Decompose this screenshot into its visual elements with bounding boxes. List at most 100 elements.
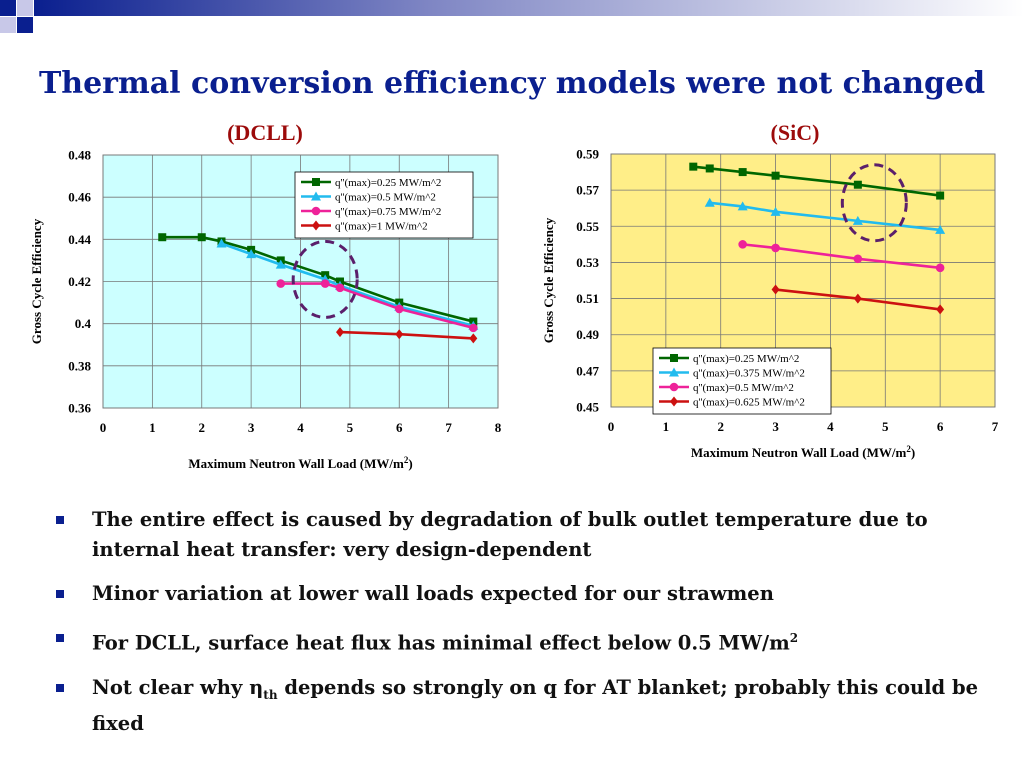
sic-data-point [737, 201, 748, 211]
sic-x-tick-label: 3 [772, 419, 779, 434]
dcll-legend-label: q''(max)=0.25 MW/m^2 [335, 177, 441, 189]
dcll-legend-marker [311, 206, 321, 216]
dcll-data-point [197, 233, 206, 242]
bullet-item: The entire effect is caused by degradati… [52, 505, 992, 565]
sic-data-point [770, 206, 781, 216]
eta-symbol: η [249, 675, 264, 699]
dcll-y-tick-label: 0.38 [68, 358, 91, 373]
bullet-marker-icon [56, 634, 64, 642]
sic-data-point [935, 224, 946, 234]
header-square [0, 17, 16, 33]
dcll-data-point [246, 249, 257, 259]
sic-data-point [771, 243, 780, 253]
sic-data-point [771, 284, 780, 295]
sic-data-point [936, 304, 945, 315]
bullet-item: Not clear why ηth depends so strongly on… [52, 673, 992, 740]
sic-y-tick-label: 0.47 [576, 363, 599, 378]
dcll-x-tick-label: 2 [199, 420, 206, 435]
dcll-data-point [395, 329, 404, 340]
sic-data-point [738, 240, 747, 249]
sic-data-point [689, 162, 698, 171]
header-square [0, 0, 16, 16]
sic-y-tick-label: 0.45 [576, 400, 599, 415]
sic-x-tick-label: 1 [663, 419, 670, 434]
bullet-text: Minor variation at lower wall loads expe… [92, 582, 774, 605]
dcll-data-point [336, 327, 344, 338]
sic-data-point [936, 191, 945, 200]
dcll-x-tick-label: 8 [495, 420, 502, 435]
dcll-x-tick-label: 5 [347, 420, 354, 435]
dcll-data-point [275, 259, 286, 269]
dcll-data-point [394, 304, 404, 314]
header-gradient-bar [34, 0, 1024, 16]
dcll-chart-subtitle: (DCLL) [227, 120, 303, 145]
dcll-y-tick-label: 0.36 [68, 401, 91, 416]
dcll-data-point [276, 279, 286, 288]
dcll-highlight-circle [291, 239, 359, 319]
sic-data-point [738, 168, 747, 177]
sic-chart-subtitle: (SiC) [770, 120, 820, 145]
bullet-text: depends so strongly on q for AT blanket;… [92, 675, 979, 736]
bullet-item: Minor variation at lower wall loads expe… [52, 579, 992, 609]
dcll-x-tick-label: 6 [396, 420, 403, 435]
dcll-data-point [216, 238, 227, 248]
dcll-y-axis-label: Gross Cycle Efficiency [29, 218, 44, 344]
bullet-text: Not clear why [92, 675, 250, 699]
sic-x-tick-label: 4 [827, 419, 834, 434]
sic-y-axis-label: Gross Cycle Efficiency [541, 217, 556, 343]
dcll-y-tick-label: 0.48 [68, 148, 91, 163]
sic-series-line-2 [742, 243, 941, 270]
sic-x-tick-label: 6 [937, 419, 944, 434]
header-square [17, 0, 33, 16]
sic-y-tick-label: 0.51 [576, 291, 599, 306]
dcll-x-tick-label: 7 [445, 420, 452, 435]
sic-data-point [853, 254, 863, 264]
sic-legend-label: q''(max)=0.5 MW/m^2 [693, 382, 794, 394]
dcll-legend-label: q''(max)=0.5 MW/m^2 [335, 192, 436, 204]
dcll-x-tick-label: 1 [149, 420, 156, 435]
sic-legend-marker [670, 354, 678, 362]
sic-data-point [771, 171, 780, 180]
sic-data-point [852, 215, 863, 225]
bullet-text: For DCLL, surface heat flux has minimal … [92, 631, 790, 655]
dcll-legend-marker [312, 178, 320, 186]
dcll-x-tick-label: 4 [297, 420, 304, 435]
sic-y-tick-label: 0.59 [576, 147, 599, 162]
sic-legend-marker [670, 396, 678, 407]
sic-y-tick-label: 0.55 [576, 219, 599, 234]
sic-y-tick-label: 0.49 [576, 327, 599, 342]
bullet-subscript: th [263, 687, 278, 702]
sic-legend-label: q''(max)=0.25 MW/m^2 [693, 353, 799, 365]
bullet-marker-icon [56, 683, 64, 692]
dcll-y-tick-label: 0.44 [68, 232, 91, 247]
header-decoration [0, 0, 1024, 42]
dcll-y-tick-label: 0.42 [68, 274, 91, 289]
sic-y-tick-label: 0.57 [576, 183, 599, 198]
sic-legend-marker [669, 367, 679, 377]
sic-x-tick-label: 2 [717, 419, 724, 434]
sic-x-tick-label: 7 [992, 419, 999, 434]
dcll-data-point [335, 283, 345, 293]
bullet-item: For DCLL, surface heat flux has minimal … [52, 623, 992, 659]
sic-chart: 0 1 2 3 4 5 6 7 0.45 0.47 0.49 0.51 0.53 0.55 0.57 0.59… [541, 147, 999, 461]
bullet-marker-icon [56, 516, 64, 524]
sic-highlight-circle [840, 163, 908, 243]
sic-x-tick-label: 5 [882, 419, 889, 434]
dcll-data-point [158, 233, 167, 242]
sic-legend-label: q''(max)=0.375 MW/m^2 [693, 368, 805, 380]
sic-legend-marker [669, 382, 679, 392]
dcll-data-point [320, 279, 330, 288]
dcll-data-point [469, 323, 478, 333]
dcll-legend-label: q''(max)=1 MW/m^2 [335, 221, 428, 233]
sic-legend-label: q''(max)=0.625 MW/m^2 [693, 397, 805, 409]
dcll-chart: 0 1 2 3 4 5 6 7 8 0.36 0.38 0.4 0.42 0.44 0.46 0.48 Maxi… [29, 148, 502, 472]
dcll-legend-label: q''(max)=0.75 MW/m^2 [335, 206, 441, 218]
dcll-legend-marker [311, 191, 321, 201]
bullet-superscript: 2 [789, 631, 799, 645]
sic-data-point [935, 263, 945, 273]
sic-y-tick-label: 0.53 [576, 255, 599, 270]
dcll-y-tick-label: 0.4 [75, 316, 92, 331]
dcll-data-point [469, 333, 478, 344]
sic-data-point [853, 293, 862, 304]
sic-data-point [704, 197, 715, 207]
